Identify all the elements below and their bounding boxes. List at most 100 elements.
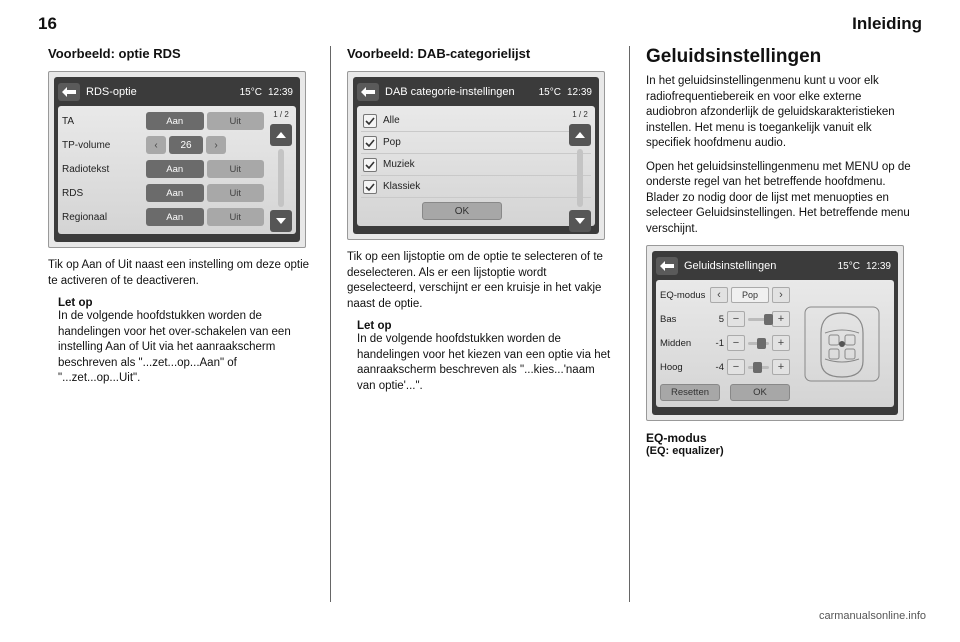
columns: Voorbeeld: optie RDS RDS-optie 15°C 12:3… <box>0 42 960 602</box>
eq-label-mode: EQ-modus <box>660 290 710 301</box>
rds-content: TA Aan Uit TP-volume ‹ 26 › <box>58 106 296 234</box>
column-3: Geluidsinstellingen In het geluidsinstel… <box>630 46 928 602</box>
rds-row-ta: TA Aan Uit <box>62 110 292 132</box>
page-header: 16 Inleiding <box>0 0 960 42</box>
radiotekst-off-button[interactable]: Uit <box>207 160 265 178</box>
eq-val-bas: 5 <box>710 314 724 325</box>
regionaal-on-button[interactable]: Aan <box>146 208 204 226</box>
rds-page-indicator: 1 / 2 <box>273 110 289 119</box>
col3-sub2: (EQ: equalizer) <box>646 445 912 457</box>
eq-label-bas: Bas <box>660 314 710 325</box>
dab-label-alle: Alle <box>383 115 400 126</box>
col3-p1: In het geluidsinstellingenmenu kunt u vo… <box>646 74 912 152</box>
eq-row-bas: Bas 5 − + <box>660 308 790 330</box>
eq-row-midden: Midden -1 − + <box>660 332 790 354</box>
rds-row-tpvolume: TP-volume ‹ 26 › <box>62 134 292 156</box>
midden-minus-button[interactable]: − <box>727 335 745 351</box>
checkbox-icon[interactable] <box>363 136 377 150</box>
col3-heading: Geluidsinstellingen <box>646 46 912 68</box>
dab-label-pop: Pop <box>383 137 401 148</box>
eqmode-next-button[interactable]: › <box>772 287 790 303</box>
midden-plus-button[interactable]: + <box>772 335 790 351</box>
checkbox-icon[interactable] <box>363 180 377 194</box>
rds-on-button[interactable]: Aan <box>146 184 204 202</box>
ta-off-button[interactable]: Uit <box>207 112 265 130</box>
dab-title: DAB categorie-instellingen <box>379 86 536 98</box>
col3-sub1: EQ-modus <box>646 431 912 445</box>
dab-row-pop[interactable]: Pop <box>361 132 591 154</box>
bas-minus-button[interactable]: − <box>727 311 745 327</box>
rds-scrollbar: 1 / 2 <box>270 110 292 232</box>
dab-scroll-track[interactable] <box>577 149 583 207</box>
col2-body: Tik op een lijstoptie om de optie te sel… <box>347 250 613 312</box>
dab-topbar: DAB categorie-instellingen 15°C 12:39 <box>357 81 595 103</box>
scroll-up-icon[interactable] <box>569 124 591 146</box>
dab-clock: 12:39 <box>564 87 595 98</box>
car-balance-icon[interactable] <box>794 284 890 403</box>
eq-val-midden: -1 <box>710 338 724 349</box>
dab-row-muziek[interactable]: Muziek <box>361 154 591 176</box>
eq-device: Geluidsinstellingen 15°C 12:39 EQ-modus … <box>646 245 904 421</box>
dab-row-klassiek[interactable]: Klassiek <box>361 176 591 198</box>
ta-on-button[interactable]: Aan <box>146 112 204 130</box>
dab-content: Alle Pop Muziek Klassiek OK <box>357 106 595 226</box>
rds-label-rds: RDS <box>62 188 146 199</box>
back-icon[interactable] <box>357 83 379 101</box>
midden-slider[interactable] <box>748 342 769 345</box>
col2-heading: Voorbeeld: DAB-categorielijst <box>347 46 613 61</box>
hoog-minus-button[interactable]: − <box>727 359 745 375</box>
regionaal-off-button[interactable]: Uit <box>207 208 265 226</box>
rds-scroll-track[interactable] <box>278 149 284 207</box>
rds-screen: RDS-optie 15°C 12:39 TA Aan Uit TP-volum… <box>54 77 300 242</box>
dab-label-klassiek: Klassiek <box>383 181 420 192</box>
footer-watermark: carmanualsonline.info <box>0 602 960 622</box>
checkbox-icon[interactable] <box>363 114 377 128</box>
tpvolume-increase-button[interactable]: › <box>206 136 226 154</box>
hoog-plus-button[interactable]: + <box>772 359 790 375</box>
col1-body: Tik op Aan of Uit naast een instelling o… <box>48 258 314 289</box>
dab-device: DAB categorie-instellingen 15°C 12:39 Al… <box>347 71 605 240</box>
eq-clock: 12:39 <box>863 261 894 272</box>
dab-row-alle[interactable]: Alle <box>361 110 591 132</box>
rds-off-button[interactable]: Uit <box>207 184 265 202</box>
chapter-title: Inleiding <box>852 14 922 34</box>
scroll-down-icon[interactable] <box>569 210 591 232</box>
eq-label-midden: Midden <box>660 338 710 349</box>
eq-temperature: 15°C <box>835 261 863 272</box>
bas-plus-button[interactable]: + <box>772 311 790 327</box>
radiotekst-on-button[interactable]: Aan <box>146 160 204 178</box>
dab-page-indicator: 1 / 2 <box>572 110 588 119</box>
eq-row-mode: EQ-modus ‹ Pop › <box>660 284 790 306</box>
rds-label-ta: TA <box>62 116 146 127</box>
col2-letop-label: Let op <box>357 320 613 332</box>
checkbox-icon[interactable] <box>363 158 377 172</box>
rds-temperature: 15°C <box>237 87 265 98</box>
column-1: Voorbeeld: optie RDS RDS-optie 15°C 12:3… <box>32 46 331 602</box>
eq-label-hoog: Hoog <box>660 362 710 373</box>
col1-letop-label: Let op <box>58 297 314 309</box>
page-number: 16 <box>38 14 57 34</box>
rds-label-regionaal: Regionaal <box>62 212 146 223</box>
eq-reset-button[interactable]: Resetten <box>660 384 720 401</box>
col2-letop: In de volgende hoofdstukken worden de ha… <box>357 332 613 394</box>
col1-heading: Voorbeeld: optie RDS <box>48 46 314 61</box>
back-icon[interactable] <box>58 83 80 101</box>
eq-val-hoog: -4 <box>710 362 724 373</box>
eq-ok-button[interactable]: OK <box>730 384 790 401</box>
scroll-up-icon[interactable] <box>270 124 292 146</box>
tpvolume-decrease-button[interactable]: ‹ <box>146 136 166 154</box>
hoog-slider[interactable] <box>748 366 769 369</box>
eq-content: EQ-modus ‹ Pop › Bas 5 <box>656 280 894 407</box>
eq-title: Geluidsinstellingen <box>678 260 835 272</box>
dab-screen: DAB categorie-instellingen 15°C 12:39 Al… <box>353 77 599 234</box>
dab-label-muziek: Muziek <box>383 159 415 170</box>
back-icon[interactable] <box>656 257 678 275</box>
dab-ok-button[interactable]: OK <box>422 202 502 220</box>
bas-slider[interactable] <box>748 318 769 321</box>
tpvolume-value: 26 <box>169 136 203 154</box>
scroll-down-icon[interactable] <box>270 210 292 232</box>
rds-device: RDS-optie 15°C 12:39 TA Aan Uit TP-volum… <box>48 71 306 248</box>
rds-label-radiotekst: Radiotekst <box>62 164 146 175</box>
rds-topbar: RDS-optie 15°C 12:39 <box>58 81 296 103</box>
eqmode-prev-button[interactable]: ‹ <box>710 287 728 303</box>
